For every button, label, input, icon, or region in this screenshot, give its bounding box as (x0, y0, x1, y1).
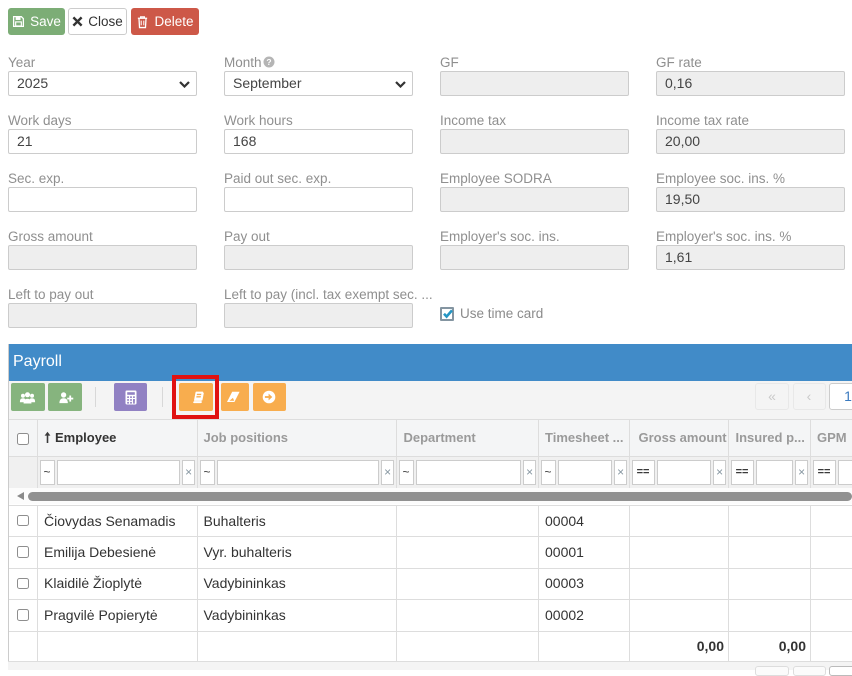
svg-text:?: ? (266, 57, 271, 67)
